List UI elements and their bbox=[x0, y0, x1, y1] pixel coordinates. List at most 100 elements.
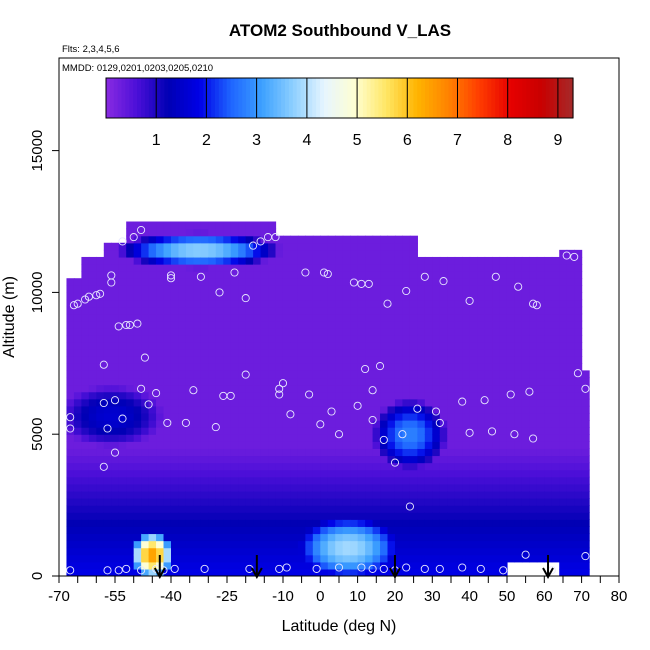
heatmap-cell bbox=[275, 249, 284, 258]
heatmap-cell bbox=[126, 455, 135, 464]
heatmap-cell bbox=[260, 540, 269, 549]
heatmap-cell bbox=[156, 476, 165, 485]
heatmap-cell bbox=[387, 256, 396, 265]
heatmap-cell bbox=[387, 498, 396, 506]
heatmap-cell bbox=[118, 398, 127, 407]
heatmap-cell bbox=[417, 349, 426, 357]
heatmap-cell bbox=[544, 434, 553, 442]
heatmap-cell bbox=[536, 285, 545, 293]
heatmap-cell bbox=[320, 455, 329, 464]
sample-point bbox=[99, 398, 108, 408]
heatmap-cell bbox=[290, 264, 299, 272]
colorbar-segment bbox=[312, 78, 317, 118]
heatmap-cell bbox=[81, 554, 90, 563]
heatmap-cell bbox=[350, 476, 359, 485]
heatmap-cell bbox=[566, 363, 575, 371]
heatmap-cell bbox=[148, 512, 157, 520]
heatmap-cell bbox=[215, 398, 224, 407]
heatmap-cell bbox=[439, 405, 448, 414]
heatmap-cell bbox=[447, 448, 456, 457]
heatmap-cell bbox=[185, 363, 194, 371]
heatmap-cell bbox=[81, 384, 90, 393]
sample-point bbox=[368, 415, 377, 425]
heatmap-cell bbox=[141, 512, 150, 520]
heatmap-cell bbox=[290, 398, 299, 407]
heatmap-cell bbox=[342, 370, 351, 379]
heatmap-cell bbox=[73, 420, 82, 428]
heatmap-cell bbox=[514, 554, 523, 563]
y-axis-title: Altitude (m) bbox=[1, 276, 18, 358]
heatmap-cell bbox=[148, 242, 157, 251]
heatmap-cell bbox=[215, 441, 224, 449]
colorbar-segment bbox=[495, 78, 500, 118]
heatmap-cell bbox=[432, 377, 441, 386]
heatmap-cell bbox=[73, 455, 82, 464]
heatmap-cell bbox=[230, 242, 239, 251]
heatmap-cell bbox=[439, 420, 448, 428]
heatmap-cell bbox=[141, 476, 150, 485]
sample-point bbox=[487, 427, 497, 436]
heatmap-cell bbox=[305, 405, 314, 414]
heatmap-cell bbox=[282, 526, 292, 535]
heatmap-cell bbox=[66, 512, 75, 520]
heatmap-cell bbox=[305, 441, 314, 449]
heatmap-cell bbox=[133, 334, 142, 343]
heatmap-cell bbox=[335, 412, 344, 421]
heatmap-cell bbox=[387, 278, 396, 286]
heatmap-cell bbox=[133, 285, 142, 293]
heatmap-cell bbox=[477, 519, 486, 527]
heatmap-cell bbox=[350, 256, 359, 265]
heatmap-cell bbox=[514, 391, 523, 400]
heatmap-cell bbox=[88, 412, 97, 421]
heatmap-cell bbox=[559, 271, 568, 279]
heatmap-cell bbox=[268, 526, 277, 535]
heatmap-cell bbox=[574, 320, 583, 329]
heatmap-cell bbox=[133, 349, 142, 357]
heatmap-cell bbox=[297, 412, 306, 421]
heatmap-cell bbox=[126, 526, 135, 535]
heatmap-cell bbox=[566, 490, 575, 499]
heatmap-cell bbox=[521, 363, 530, 371]
heatmap-cell bbox=[66, 334, 75, 343]
heatmap-cell bbox=[208, 441, 217, 449]
heatmap-cell bbox=[305, 391, 314, 400]
heatmap-cell bbox=[477, 285, 486, 293]
heatmap-cell bbox=[126, 264, 135, 272]
heatmap-cell bbox=[290, 554, 299, 563]
heatmap-cell bbox=[469, 455, 478, 464]
heatmap-cell bbox=[350, 370, 359, 379]
heatmap-cell bbox=[417, 313, 426, 322]
heatmap-cell bbox=[521, 476, 530, 485]
heatmap-cell bbox=[492, 320, 501, 329]
heatmap-cell bbox=[365, 526, 374, 535]
heatmap-cell bbox=[238, 313, 247, 322]
heatmap-cell bbox=[574, 547, 583, 556]
heatmap-cell bbox=[469, 441, 478, 449]
heatmap-cell bbox=[208, 483, 217, 492]
heatmap-cell bbox=[439, 441, 448, 449]
heatmap-cell bbox=[268, 327, 277, 336]
heatmap-cell bbox=[462, 505, 471, 513]
heatmap-cell bbox=[439, 448, 448, 457]
heatmap-cell bbox=[566, 568, 575, 576]
heatmap-cell bbox=[432, 455, 441, 464]
heatmap-cell bbox=[275, 356, 284, 364]
heatmap-cell bbox=[290, 469, 299, 478]
heatmap-cell bbox=[215, 377, 224, 386]
sample-point bbox=[305, 390, 314, 399]
heatmap-cell bbox=[521, 469, 530, 478]
heatmap-cell bbox=[320, 512, 329, 520]
heatmap-cell bbox=[148, 420, 157, 428]
heatmap-cell bbox=[156, 412, 165, 421]
heatmap-cell bbox=[245, 285, 254, 293]
x-tick-label: 0 bbox=[316, 588, 324, 605]
heatmap-cell bbox=[163, 490, 172, 499]
heatmap-cell bbox=[297, 519, 306, 527]
heatmap-cell bbox=[103, 483, 112, 492]
heatmap-cell bbox=[514, 278, 523, 286]
heatmap-cell bbox=[350, 540, 359, 549]
heatmap-cell bbox=[170, 391, 180, 400]
heatmap-cell bbox=[141, 420, 150, 428]
heatmap-cell bbox=[223, 412, 232, 421]
heatmap-cell bbox=[200, 334, 209, 343]
